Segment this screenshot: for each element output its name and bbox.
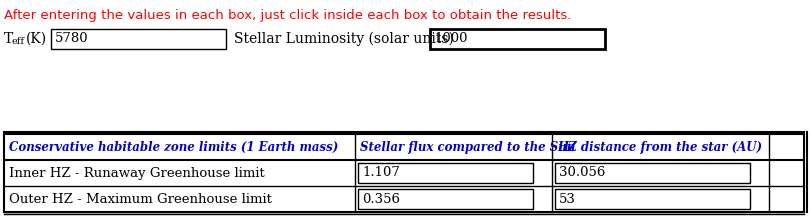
Text: 1000: 1000 <box>434 32 467 46</box>
FancyBboxPatch shape <box>358 189 533 209</box>
Text: 1.107: 1.107 <box>362 166 400 180</box>
FancyBboxPatch shape <box>358 163 533 183</box>
Text: Inner HZ - Runaway Greenhouse limit: Inner HZ - Runaway Greenhouse limit <box>9 166 264 180</box>
FancyBboxPatch shape <box>555 163 750 183</box>
FancyBboxPatch shape <box>51 29 226 49</box>
Text: 53: 53 <box>559 192 576 206</box>
Text: 5780: 5780 <box>55 32 88 46</box>
FancyBboxPatch shape <box>555 189 750 209</box>
Text: After entering the values in each box, just click inside each box to obtain the : After entering the values in each box, j… <box>4 9 572 22</box>
Text: 30.056: 30.056 <box>559 166 605 180</box>
Text: eff: eff <box>11 38 24 46</box>
Text: Conservative habitable zone limits (1 Earth mass): Conservative habitable zone limits (1 Ea… <box>9 141 338 153</box>
Text: HZ distance from the star (AU): HZ distance from the star (AU) <box>557 141 762 153</box>
FancyBboxPatch shape <box>4 132 804 212</box>
Text: Stellar flux compared to the Sun: Stellar flux compared to the Sun <box>360 141 575 153</box>
Text: T: T <box>4 32 13 46</box>
Text: 0.356: 0.356 <box>362 192 400 206</box>
Text: Outer HZ - Maximum Greenhouse limit: Outer HZ - Maximum Greenhouse limit <box>9 192 272 206</box>
Text: Stellar Luminosity (solar units): Stellar Luminosity (solar units) <box>234 32 454 46</box>
Text: (K): (K) <box>26 32 47 46</box>
FancyBboxPatch shape <box>430 29 605 49</box>
